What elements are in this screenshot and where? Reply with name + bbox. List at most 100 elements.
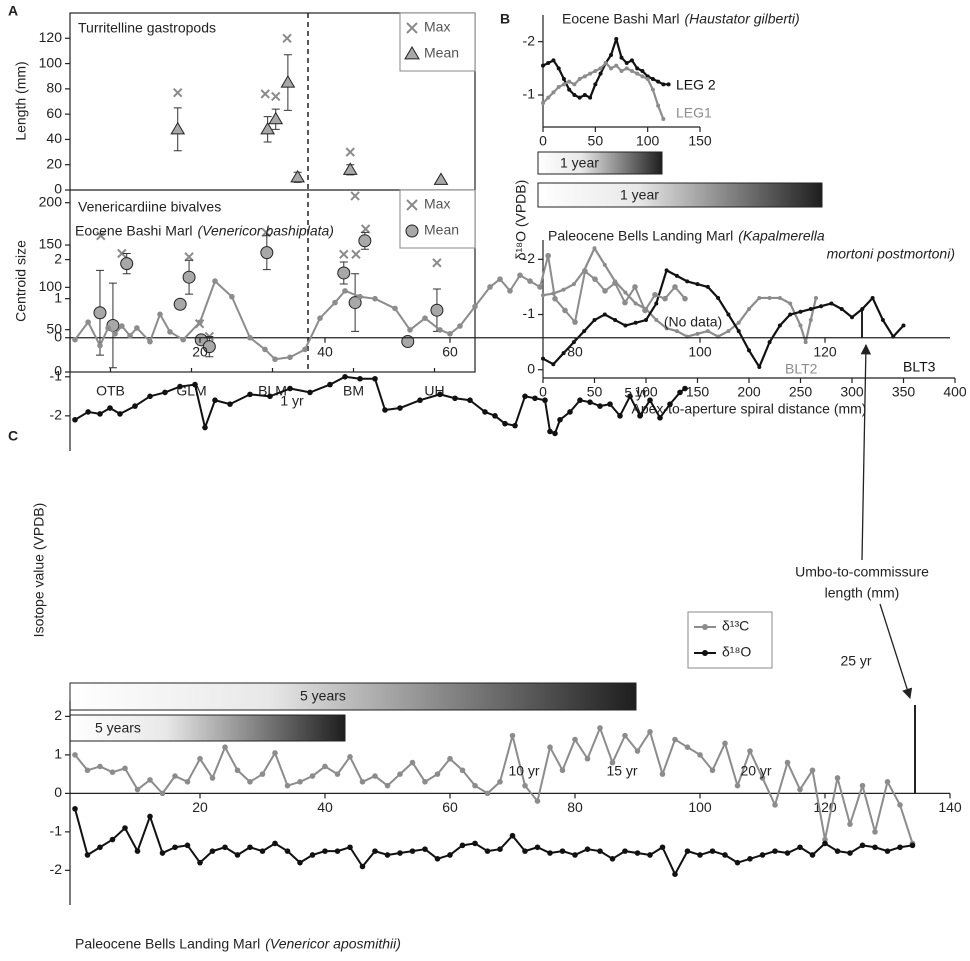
max-marker xyxy=(261,227,271,238)
data-point xyxy=(609,856,616,862)
data-point xyxy=(541,101,545,105)
data-point xyxy=(559,848,566,854)
data-point xyxy=(716,295,721,300)
max-marker xyxy=(351,249,361,260)
data-point xyxy=(734,859,741,866)
data-point xyxy=(342,373,348,380)
data-point xyxy=(534,798,541,804)
data-point xyxy=(422,846,428,852)
x-axis-title: Apex-to-aperture spiral distance (mm) xyxy=(632,401,867,417)
data-point xyxy=(384,782,391,789)
data-point xyxy=(647,397,653,404)
chart-title: Eocene Bashi Marl xyxy=(562,11,680,27)
data-point xyxy=(284,848,291,854)
data-point xyxy=(772,848,778,854)
y-tick-label: 200 xyxy=(39,193,63,209)
y-axis-title: Centroid size xyxy=(13,240,29,322)
mean-marker xyxy=(173,297,187,311)
data-point xyxy=(147,777,153,783)
data-point xyxy=(603,61,608,65)
data-point xyxy=(487,284,493,290)
scale-bar xyxy=(537,151,663,175)
legend-label: Max xyxy=(424,196,450,212)
annotation: 25 yr xyxy=(840,653,871,669)
y-tick-label: 50 xyxy=(46,320,62,336)
species: (Kapalmerella xyxy=(738,228,825,244)
data-point xyxy=(659,771,666,777)
data-point xyxy=(759,852,766,858)
data-point xyxy=(860,307,865,311)
y-tick-label: 20 xyxy=(46,155,62,171)
data-point xyxy=(372,375,378,382)
data-point xyxy=(597,725,603,731)
data-point xyxy=(192,381,198,388)
data-point xyxy=(813,295,818,300)
data-point xyxy=(633,320,638,325)
data-point xyxy=(552,295,558,302)
data-point xyxy=(705,284,710,289)
data-point xyxy=(222,844,228,851)
species: (Haustator gilberti) xyxy=(685,11,800,27)
y-tick-label: 120 xyxy=(39,29,63,45)
data-point xyxy=(634,748,641,754)
data-point xyxy=(209,775,216,781)
data-point xyxy=(457,323,463,329)
data-point xyxy=(127,332,133,339)
data-point xyxy=(582,93,587,97)
data-point xyxy=(117,411,123,417)
series-label: LEG 2 xyxy=(676,77,716,93)
data-point xyxy=(897,802,903,808)
data-point xyxy=(447,755,453,762)
data-point xyxy=(672,284,678,290)
data-point xyxy=(582,268,588,275)
data-point xyxy=(84,767,91,774)
data-point xyxy=(572,82,577,87)
data-point xyxy=(726,312,731,317)
data-point xyxy=(397,405,403,411)
data-point xyxy=(736,329,741,334)
data-point xyxy=(85,319,91,325)
data-point xyxy=(397,850,403,856)
data-point xyxy=(522,782,528,789)
data-point xyxy=(582,74,587,79)
x-tick-label: 300 xyxy=(840,384,864,400)
data-point xyxy=(784,850,791,856)
data-point xyxy=(777,323,782,328)
data-point xyxy=(684,744,691,750)
data-point xyxy=(372,295,378,302)
data-point xyxy=(797,786,803,793)
x-tick-label: 40 xyxy=(317,343,333,359)
scale-bar-label: 5 years xyxy=(95,720,141,736)
legend-marker xyxy=(406,22,418,34)
data-point xyxy=(582,329,587,334)
data-point xyxy=(666,82,671,87)
data-point xyxy=(652,291,658,298)
data-point xyxy=(497,276,503,282)
data-point xyxy=(654,301,659,306)
data-point xyxy=(287,385,293,392)
x-tick-label: 100 xyxy=(636,133,660,149)
data-point xyxy=(767,340,772,345)
scale-bar-label: 5 years xyxy=(300,688,346,704)
data-point xyxy=(602,288,608,294)
x-tick-label: 120 xyxy=(813,343,837,359)
legend-label: δ¹⁸O xyxy=(722,644,751,660)
data-point xyxy=(650,77,655,81)
data-point xyxy=(84,852,91,858)
data-point xyxy=(629,58,634,63)
scale-bar xyxy=(69,682,637,711)
data-point xyxy=(119,323,125,329)
data-point xyxy=(597,848,603,854)
x-tick-label: 20 xyxy=(192,343,208,359)
data-point xyxy=(584,755,591,762)
y-tick-label: 0 xyxy=(54,181,62,197)
data-point xyxy=(422,779,428,785)
data-point xyxy=(909,842,916,849)
x-tick-label: 0 xyxy=(539,133,547,149)
data-point xyxy=(309,852,316,858)
data-point xyxy=(809,767,816,774)
data-point xyxy=(788,312,793,317)
series-line xyxy=(74,254,686,361)
data-point xyxy=(880,318,885,323)
